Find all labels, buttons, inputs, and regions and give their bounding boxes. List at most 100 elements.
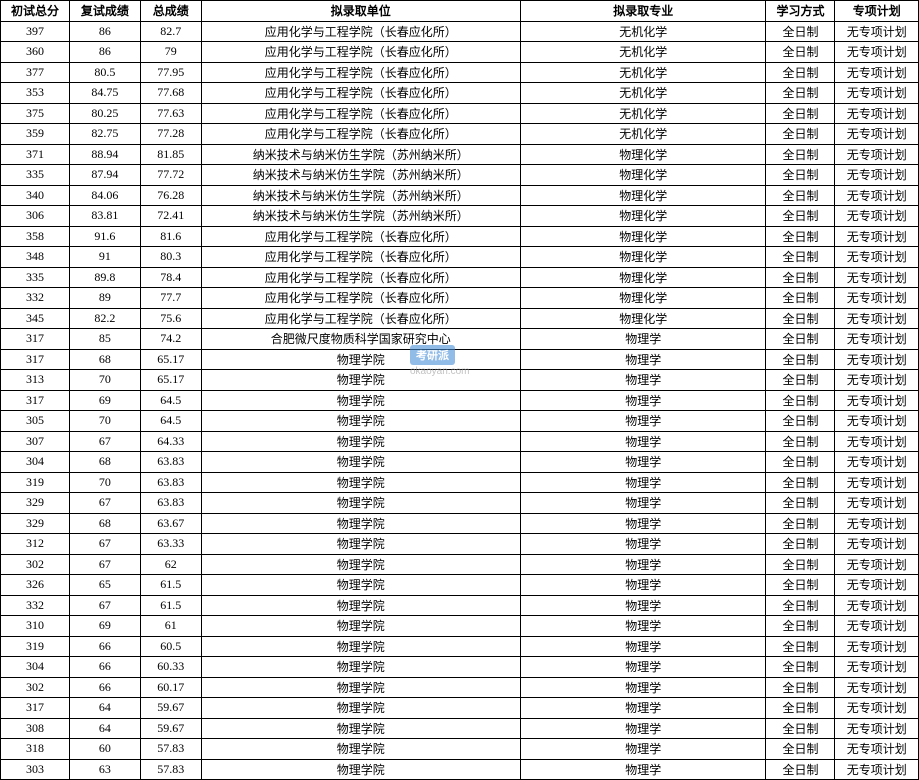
cell-major: 物理学 (521, 452, 766, 473)
cell-initial-score: 307 (1, 431, 70, 452)
cell-unit: 应用化学与工程学院（长春应化所） (201, 42, 521, 63)
table-row: 3296863.67物理学院物理学全日制无专项计划 (1, 513, 919, 534)
cell-unit: 物理学院 (201, 390, 521, 411)
cell-retest-score: 91 (69, 247, 140, 268)
col-header-unit: 拟录取单位 (201, 1, 521, 22)
cell-major: 物理学 (521, 534, 766, 555)
cell-total-score: 63.33 (140, 534, 201, 555)
cell-total-score: 59.67 (140, 718, 201, 739)
cell-special-plan: 无专项计划 (835, 616, 919, 637)
cell-unit: 应用化学与工程学院（长春应化所） (201, 21, 521, 42)
cell-unit: 纳米技术与纳米仿生学院（苏州纳米所） (201, 165, 521, 186)
table-row: 3026762物理学院物理学全日制无专项计划 (1, 554, 919, 575)
cell-study-mode: 全日制 (766, 739, 835, 760)
table-row: 3296763.83物理学院物理学全日制无专项计划 (1, 493, 919, 514)
cell-study-mode: 全日制 (766, 370, 835, 391)
cell-study-mode: 全日制 (766, 247, 835, 268)
cell-major: 物理学 (521, 575, 766, 596)
cell-initial-score: 317 (1, 329, 70, 350)
table-row: 37188.9481.85纳米技术与纳米仿生学院（苏州纳米所）物理化学全日制无专… (1, 144, 919, 165)
col-header-initial-score: 初试总分 (1, 1, 70, 22)
cell-major: 物理学 (521, 698, 766, 719)
cell-study-mode: 全日制 (766, 267, 835, 288)
cell-major: 物理学 (521, 759, 766, 780)
table-row: 35384.7577.68应用化学与工程学院（长春应化所）无机化学全日制无专项计… (1, 83, 919, 104)
cell-initial-score: 353 (1, 83, 70, 104)
cell-initial-score: 358 (1, 226, 70, 247)
cell-total-score: 60.5 (140, 636, 201, 657)
cell-initial-score: 306 (1, 206, 70, 227)
cell-initial-score: 318 (1, 739, 70, 760)
table-row: 3326761.5物理学院物理学全日制无专项计划 (1, 595, 919, 616)
cell-retest-score: 84.75 (69, 83, 140, 104)
cell-major: 物理学 (521, 370, 766, 391)
cell-unit: 应用化学与工程学院（长春应化所） (201, 83, 521, 104)
cell-unit: 物理学院 (201, 513, 521, 534)
cell-unit: 物理学院 (201, 534, 521, 555)
table-row: 3608679应用化学与工程学院（长春应化所）无机化学全日制无专项计划 (1, 42, 919, 63)
table-row: 3057064.5物理学院物理学全日制无专项计划 (1, 411, 919, 432)
cell-retest-score: 70 (69, 411, 140, 432)
cell-major: 无机化学 (521, 124, 766, 145)
cell-study-mode: 全日制 (766, 513, 835, 534)
cell-unit: 物理学院 (201, 657, 521, 678)
cell-major: 物理化学 (521, 308, 766, 329)
cell-study-mode: 全日制 (766, 329, 835, 350)
cell-total-score: 77.72 (140, 165, 201, 186)
table-row: 3328977.7应用化学与工程学院（长春应化所）物理化学全日制无专项计划 (1, 288, 919, 309)
admission-table: 初试总分 复试成绩 总成绩 拟录取单位 拟录取专业 学习方式 专项计划 3978… (0, 0, 919, 780)
cell-retest-score: 80.5 (69, 62, 140, 83)
cell-unit: 物理学院 (201, 636, 521, 657)
cell-special-plan: 无专项计划 (835, 575, 919, 596)
cell-retest-score: 69 (69, 616, 140, 637)
cell-total-score: 80.3 (140, 247, 201, 268)
cell-initial-score: 332 (1, 288, 70, 309)
cell-retest-score: 86 (69, 42, 140, 63)
cell-special-plan: 无专项计划 (835, 411, 919, 432)
cell-study-mode: 全日制 (766, 595, 835, 616)
cell-initial-score: 317 (1, 349, 70, 370)
cell-special-plan: 无专项计划 (835, 452, 919, 473)
cell-study-mode: 全日制 (766, 431, 835, 452)
cell-special-plan: 无专项计划 (835, 62, 919, 83)
col-header-special-plan: 专项计划 (835, 1, 919, 22)
cell-unit: 物理学院 (201, 411, 521, 432)
col-header-major: 拟录取专业 (521, 1, 766, 22)
cell-study-mode: 全日制 (766, 42, 835, 63)
table-row: 3046863.83物理学院物理学全日制无专项计划 (1, 452, 919, 473)
cell-initial-score: 329 (1, 493, 70, 514)
cell-initial-score: 317 (1, 390, 70, 411)
cell-unit: 物理学院 (201, 452, 521, 473)
cell-total-score: 63.83 (140, 493, 201, 514)
cell-unit: 物理学院 (201, 431, 521, 452)
cell-initial-score: 340 (1, 185, 70, 206)
table-row: 33587.9477.72纳米技术与纳米仿生学院（苏州纳米所）物理化学全日制无专… (1, 165, 919, 186)
cell-special-plan: 无专项计划 (835, 165, 919, 186)
cell-unit: 物理学院 (201, 739, 521, 760)
cell-unit: 应用化学与工程学院（长春应化所） (201, 247, 521, 268)
cell-special-plan: 无专项计划 (835, 124, 919, 145)
col-header-retest-score: 复试成绩 (69, 1, 140, 22)
cell-major: 无机化学 (521, 42, 766, 63)
cell-unit: 物理学院 (201, 554, 521, 575)
cell-study-mode: 全日制 (766, 83, 835, 104)
cell-retest-score: 68 (69, 513, 140, 534)
cell-initial-score: 303 (1, 759, 70, 780)
cell-initial-score: 304 (1, 657, 70, 678)
cell-unit: 物理学院 (201, 370, 521, 391)
cell-unit: 合肥微尺度物质科学国家研究中心 (201, 329, 521, 350)
cell-unit: 物理学院 (201, 575, 521, 596)
cell-study-mode: 全日制 (766, 452, 835, 473)
table-row: 3036357.83物理学院物理学全日制无专项计划 (1, 759, 919, 780)
cell-major: 物理学 (521, 595, 766, 616)
cell-study-mode: 全日制 (766, 411, 835, 432)
cell-major: 物理化学 (521, 185, 766, 206)
cell-total-score: 76.28 (140, 185, 201, 206)
cell-major: 物理化学 (521, 247, 766, 268)
table-row: 30683.8172.41纳米技术与纳米仿生学院（苏州纳米所）物理化学全日制无专… (1, 206, 919, 227)
cell-major: 物理学 (521, 493, 766, 514)
cell-initial-score: 377 (1, 62, 70, 83)
cell-total-score: 61 (140, 616, 201, 637)
cell-total-score: 72.41 (140, 206, 201, 227)
col-header-study-mode: 学习方式 (766, 1, 835, 22)
